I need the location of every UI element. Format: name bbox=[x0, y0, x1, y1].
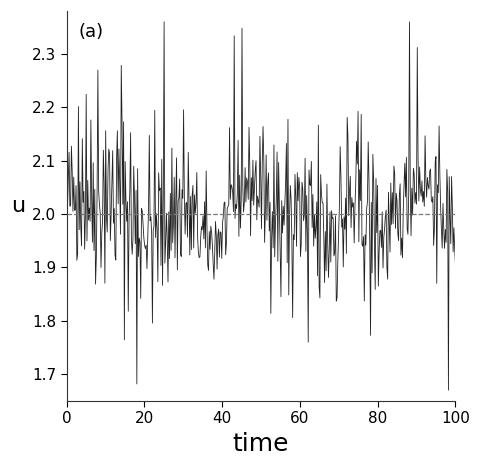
X-axis label: time: time bbox=[232, 432, 289, 456]
Text: (a): (a) bbox=[78, 23, 103, 41]
Y-axis label: u: u bbox=[11, 196, 25, 216]
